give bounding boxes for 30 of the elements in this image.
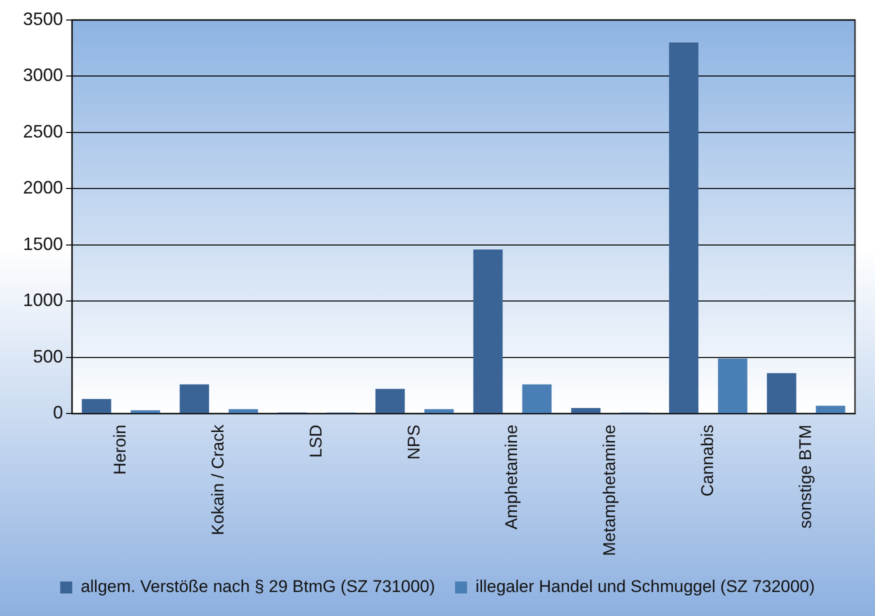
x-tick-label: Heroin [110, 424, 130, 475]
x-tick-label: sonstige BTM [796, 424, 815, 529]
bar [571, 408, 601, 414]
x-tick-label: Amphetamine [502, 424, 522, 530]
y-tick-label: 2500 [22, 121, 64, 142]
y-tick-label: 3500 [22, 8, 64, 29]
bar [228, 409, 258, 414]
bar [522, 384, 552, 414]
y-tick-label: 1500 [22, 234, 64, 254]
bar [766, 373, 796, 414]
bar [375, 388, 405, 414]
y-tick-label: 3000 [22, 65, 64, 86]
legend-label: illegaler Handel und Schmuggel (SZ 732000) [476, 577, 815, 596]
bar [718, 358, 748, 414]
x-tick-label: Metamphetamine [600, 424, 620, 556]
x-tick-label: Cannabis [698, 424, 717, 496]
bar [816, 406, 846, 414]
legend-label: allgem. Verstöße nach § 29 BtmG (SZ 731000) [80, 577, 436, 596]
y-tick-label: 0 [53, 402, 64, 423]
x-tick-label: LSD [306, 424, 326, 458]
bar [669, 42, 698, 414]
x-tick-label: NPS [404, 424, 424, 460]
x-tick-label: Kokain / Crack [208, 424, 228, 536]
y-tick-label: 1000 [22, 290, 64, 310]
y-tick-label: 2000 [22, 178, 64, 198]
bar [424, 409, 454, 414]
bar [180, 384, 210, 414]
y-tick-label: 500 [32, 346, 64, 366]
bar [82, 399, 112, 414]
bar [473, 249, 503, 414]
